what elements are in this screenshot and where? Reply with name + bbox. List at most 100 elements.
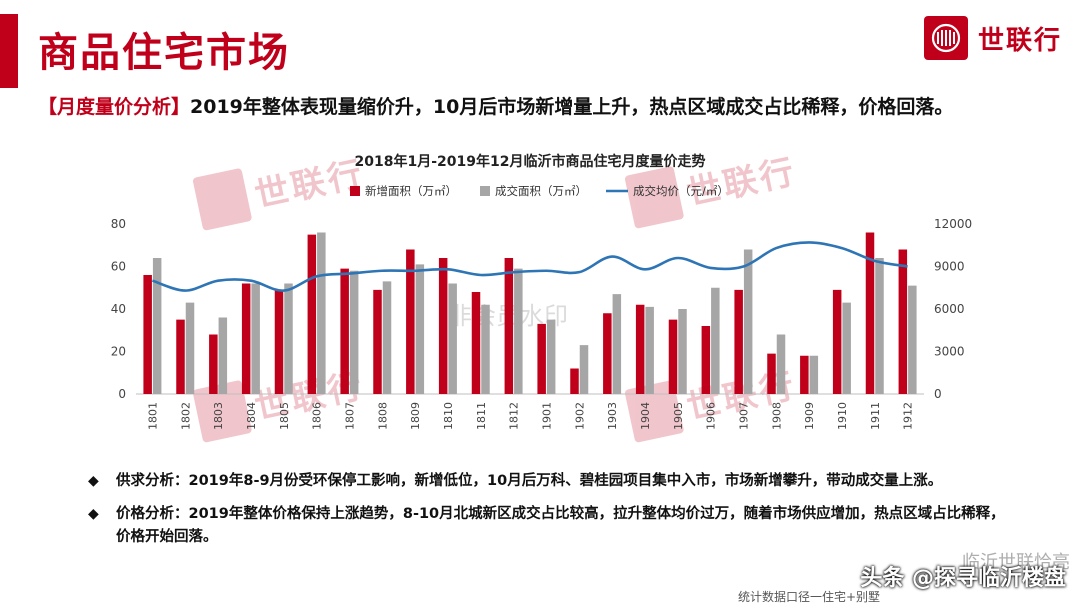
bar-deal-area xyxy=(678,309,687,394)
x-tick-label: 1805 xyxy=(278,402,291,430)
bar-new-area xyxy=(668,319,678,394)
bar-new-area xyxy=(241,283,251,394)
bar-deal-area xyxy=(382,281,392,394)
bar-new-area xyxy=(274,289,284,394)
x-tick-label: 1804 xyxy=(245,402,258,430)
bar-new-area xyxy=(406,249,415,394)
x-tick-label: 1904 xyxy=(639,402,652,430)
title-accent-bar xyxy=(0,14,18,88)
bar-deal-area xyxy=(645,306,654,394)
source-credit: 头条 @探寻临沂楼盘 xyxy=(860,566,1066,591)
chart-title: 2018年1月-2019年12月临沂市商品住宅月度量价走势 xyxy=(355,153,706,170)
y-right-tick-label: 0 xyxy=(934,387,942,401)
x-tick-label: 1802 xyxy=(179,402,192,430)
bar-new-area xyxy=(176,319,185,394)
y-right-tick-label: 9000 xyxy=(934,260,965,274)
x-tick-label: 1907 xyxy=(737,402,750,430)
x-tick-label: 1806 xyxy=(311,402,324,430)
bar-new-area xyxy=(438,258,448,394)
x-tick-label: 1902 xyxy=(573,402,586,430)
x-tick-label: 1808 xyxy=(376,402,389,430)
bar-deal-area xyxy=(349,270,359,394)
bar-deal-area xyxy=(284,283,293,394)
bar-deal-area xyxy=(415,264,425,394)
bullet-diamond-icon: ◆ xyxy=(88,473,99,489)
bar-new-area xyxy=(143,275,152,394)
bar-deal-area xyxy=(546,319,556,394)
analysis-bullets: ◆ 供求分析：2019年8-9月份受环保停工影响，新增低位，10月后万科、碧桂园… xyxy=(86,470,1006,559)
subtitle-tag: 【月度量价分析】 xyxy=(38,96,191,118)
x-tick-label: 1812 xyxy=(508,402,521,430)
bar-deal-area xyxy=(612,294,622,394)
x-tick-label: 1807 xyxy=(343,402,356,430)
bar-deal-area xyxy=(152,258,162,394)
data-scope-note: 统计数据口径一住宅+别墅 xyxy=(737,590,880,604)
brand-logo: 世联行 xyxy=(923,16,1062,60)
bar-deal-area xyxy=(743,249,753,394)
x-tick-label: 1905 xyxy=(672,402,685,430)
y-left-tick-label: 0 xyxy=(118,387,126,401)
bar-new-area xyxy=(537,323,546,394)
y-right-tick-label: 6000 xyxy=(934,302,965,316)
bullet-text: 供求分析：2019年8-9月份受环保停工影响，新增低位，10月后万科、碧桂园项目… xyxy=(116,473,943,489)
x-tick-label: 1908 xyxy=(770,402,783,430)
x-tick-label: 1810 xyxy=(442,402,455,430)
subtitle-text: 2019年整体表现量缩价升，10月后市场新增量上升，热点区域成交占比稀释，价格回… xyxy=(190,96,954,118)
bar-deal-area xyxy=(317,232,326,394)
y-left-tick-label: 60 xyxy=(111,260,126,274)
bar-new-area xyxy=(701,326,711,394)
x-tick-label: 1901 xyxy=(540,402,553,430)
y-right-tick-label: 12000 xyxy=(934,217,972,231)
avg-price-line xyxy=(151,241,908,292)
brand-logo-icon xyxy=(923,16,968,60)
bar-new-area xyxy=(635,304,645,394)
bullet-price: ◆ 价格分析：2019年整体价格保持上涨趋势，8-10月北城新区成交占比较高，拉… xyxy=(86,503,1006,549)
bar-new-area xyxy=(603,313,612,394)
slide-subtitle: 【月度量价分析】2019年整体表现量缩价升，10月后市场新增量上升，热点区域成交… xyxy=(38,92,953,119)
page-title: 商品住宅市场 xyxy=(38,30,290,76)
legend-swatch xyxy=(350,186,360,196)
bar-deal-area xyxy=(185,302,195,394)
x-tick-label: 1811 xyxy=(475,402,488,430)
x-tick-label: 1910 xyxy=(836,402,849,430)
bar-new-area xyxy=(734,289,743,394)
bar-new-area xyxy=(373,289,382,394)
bar-deal-area xyxy=(875,258,884,394)
bar-deal-area xyxy=(809,355,819,394)
bullet-supply-demand: ◆ 供求分析：2019年8-9月份受环保停工影响，新增低位，10月后万科、碧桂园… xyxy=(86,470,1006,493)
bar-new-area xyxy=(767,353,776,394)
y-left-tick-label: 20 xyxy=(111,345,126,359)
legend-label: 成交均价（元/㎡） xyxy=(633,184,729,198)
bar-new-area xyxy=(570,368,579,394)
bar-deal-area xyxy=(579,345,589,394)
bar-deal-area xyxy=(842,302,851,394)
bar-deal-area xyxy=(218,317,228,394)
bar-new-area xyxy=(340,268,349,394)
bar-new-area xyxy=(800,355,809,394)
legend-swatch xyxy=(480,186,490,196)
bar-new-area xyxy=(898,249,908,394)
x-tick-label: 1801 xyxy=(146,402,159,430)
bar-new-area xyxy=(209,334,218,394)
bar-deal-area xyxy=(448,283,457,394)
bullet-diamond-icon: ◆ xyxy=(88,506,99,522)
bar-new-area xyxy=(832,289,842,394)
x-tick-label: 1903 xyxy=(606,402,619,430)
brand-logo-text: 世联行 xyxy=(977,25,1062,56)
x-tick-label: 1803 xyxy=(212,402,225,430)
x-tick-label: 1909 xyxy=(803,402,816,430)
account-signature: 临沂世联恰亮 xyxy=(962,552,1070,573)
bar-deal-area xyxy=(711,287,720,394)
bar-deal-area xyxy=(514,268,523,394)
y-left-tick-label: 40 xyxy=(111,302,126,316)
legend-label: 新增面积（万㎡） xyxy=(365,184,457,198)
bar-new-area xyxy=(865,232,875,394)
x-tick-label: 1911 xyxy=(869,402,882,430)
bullet-text: 价格分析：2019年整体价格保持上涨趋势，8-10月北城新区成交占比较高，拉升整… xyxy=(116,506,1005,545)
bar-new-area xyxy=(471,292,481,394)
bar-deal-area xyxy=(481,304,490,394)
y-left-tick-label: 80 xyxy=(111,217,126,231)
x-tick-label: 1809 xyxy=(409,402,422,430)
x-tick-label: 1912 xyxy=(902,402,915,430)
legend-label: 成交面积（万㎡） xyxy=(495,184,587,198)
